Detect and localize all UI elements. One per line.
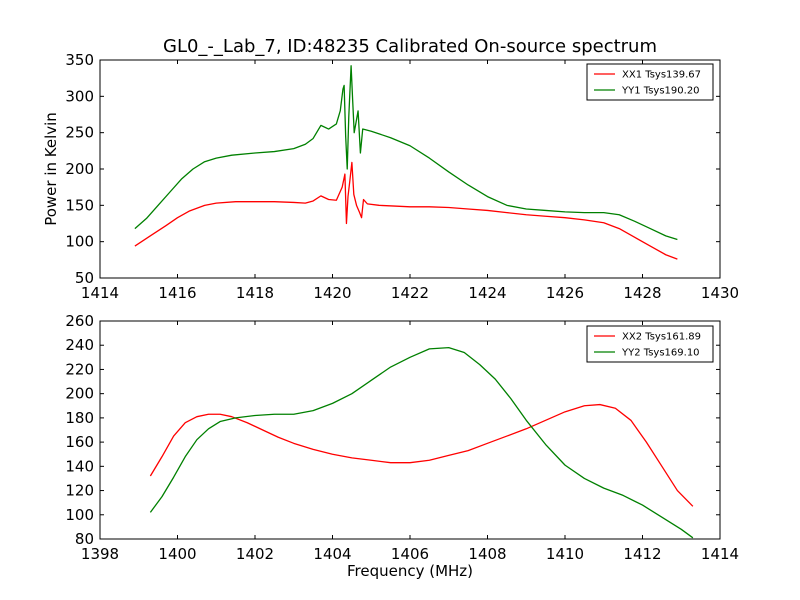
y-tick-label: 260 [65,312,94,330]
chart-1: 1414 1416 1418 1420 1422 1424 1426 1428 1430 50 10… [42,51,739,302]
x-tick-label: 1416 [158,284,196,302]
y-tick-label: 160 [65,433,94,451]
x-tick-label: 1402 [236,545,274,563]
y-axis-label: Power in Kelvin [42,112,60,226]
x-tick-label: 1406 [391,545,429,563]
x-tick-label: 1430 [701,284,739,302]
x-tick-label: 1412 [623,545,661,563]
y-tick-label: 200 [65,385,94,403]
x-tick-label: 1426 [546,284,584,302]
series-line-2-1 [149,403,694,507]
y-tick-label: 240 [65,336,94,354]
legend: XX2 Tsys161.89 YY2 Tsys169.10 [586,325,714,363]
series-line-1-1 [134,161,678,260]
y-tick-label: 80 [75,530,94,548]
x-tick-label: 1428 [623,284,661,302]
x-tick-label: 1410 [546,545,584,563]
chart-2: 1398 1400 1402 1404 1406 1408 1410 1412 1414 80 10… [65,312,739,580]
x-tick-label: 1420 [313,284,351,302]
legend-entry-label: XX1 Tsys139.67 [622,70,701,81]
legend-entry-label: XX2 Tsys161.89 [622,332,701,343]
y-tick-label: 220 [65,360,94,378]
y-tick-label: 150 [65,196,94,214]
y-tick-label: 100 [65,506,94,524]
plots-layer: 1414 1416 1418 1420 1422 1424 1426 1428 1430 50 10… [42,51,739,580]
figure-title: GL0_-_Lab_7, ID:48235 Calibrated On-sour… [163,36,657,57]
legend-entry-label: YY1 Tsys190.20 [621,86,700,97]
series-line-2-2 [149,346,694,539]
y-tick-label: 200 [65,160,94,178]
y-tick-label: 50 [75,269,94,287]
x-tick-label: 1424 [468,284,506,302]
x-tick-label: 1408 [468,545,506,563]
x-axis-label: Frequency (MHz) [347,562,473,580]
y-tick-label: 300 [65,87,94,105]
y-tick-label: 180 [65,409,94,427]
legend-box [586,63,714,101]
x-tick-label: 1414 [701,545,739,563]
x-tick-label: 1400 [158,545,196,563]
x-tick-label: 1404 [313,545,351,563]
y-tick-label: 140 [65,457,94,475]
y-tick-label: 100 [65,233,94,251]
legend-box [586,325,714,363]
x-tick-label: 1414 [81,284,119,302]
legend: XX1 Tsys139.67 YY1 Tsys190.20 [586,63,714,101]
y-tick-label: 350 [65,51,94,69]
y-tick-label: 250 [65,124,94,142]
x-tick-label: 1418 [236,284,274,302]
x-tick-label: 1422 [391,284,429,302]
legend-entry-label: YY2 Tsys169.10 [621,348,700,359]
x-tick-label: 1398 [81,545,119,563]
y-tick-label: 120 [65,482,94,500]
series-line-1-2 [134,65,678,241]
